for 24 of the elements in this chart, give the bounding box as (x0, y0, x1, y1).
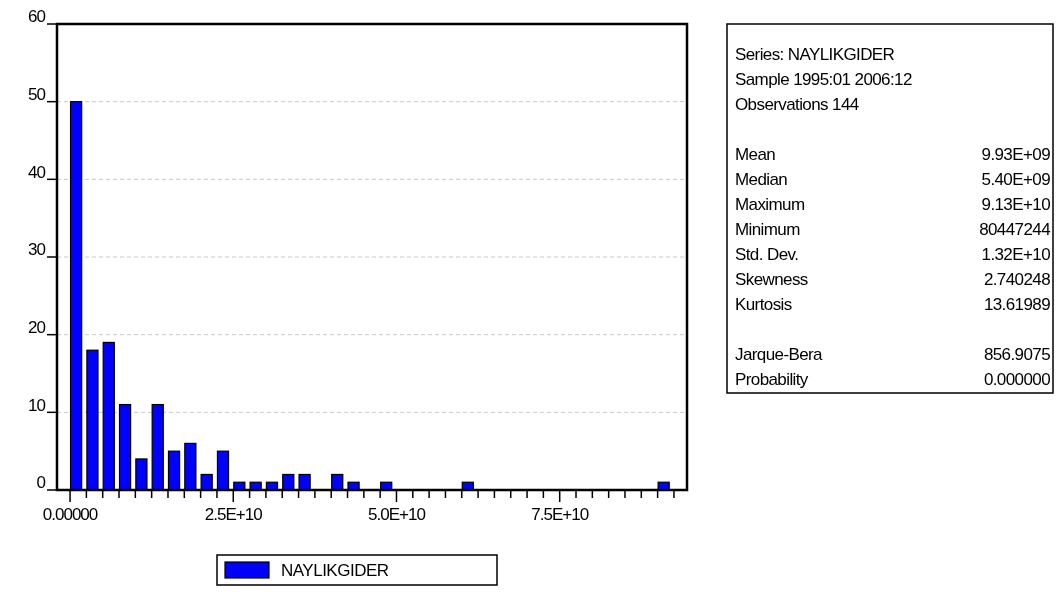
text: Minimum 80447244 (735, 220, 1050, 239)
y-tick-label: 40 (28, 162, 46, 182)
text: Skewness 2.740248 (735, 270, 1050, 289)
text: Mean 9.93E+09 (735, 145, 1050, 164)
text: Sample 1995:01 2006:12 (735, 70, 912, 89)
x-tick-label: 0.00000 (42, 505, 98, 524)
text: Median 5.40E+09 (735, 170, 1050, 189)
text: Series: NAYLIKGIDER (735, 45, 895, 64)
text: Kurtosis 13.61989 (735, 295, 1050, 314)
x-tick-label: 5.0E+10 (368, 505, 426, 524)
y-tick-label: 20 (28, 317, 46, 337)
y-tick-label: 0 (36, 473, 46, 493)
x-tick-label: 7.5E+10 (531, 505, 589, 524)
text: Observations 144 (735, 95, 859, 114)
y-tick-label: 10 (28, 395, 46, 415)
text: Maximum 9.13E+10 (735, 195, 1050, 214)
y-tick-label: 60 (28, 7, 46, 27)
y-tick-label: 30 (28, 240, 46, 260)
text: Probability 0.000000 (735, 370, 1050, 389)
legend-label: NAYLIKGIDER (281, 561, 389, 580)
x-tick-label: 2.5E+10 (204, 505, 263, 524)
text: Jarque-Bera 856.9075 (735, 345, 1050, 364)
text: Std. Dev. 1.32E+10 (735, 245, 1050, 264)
y-tick-label: 50 (28, 84, 46, 104)
